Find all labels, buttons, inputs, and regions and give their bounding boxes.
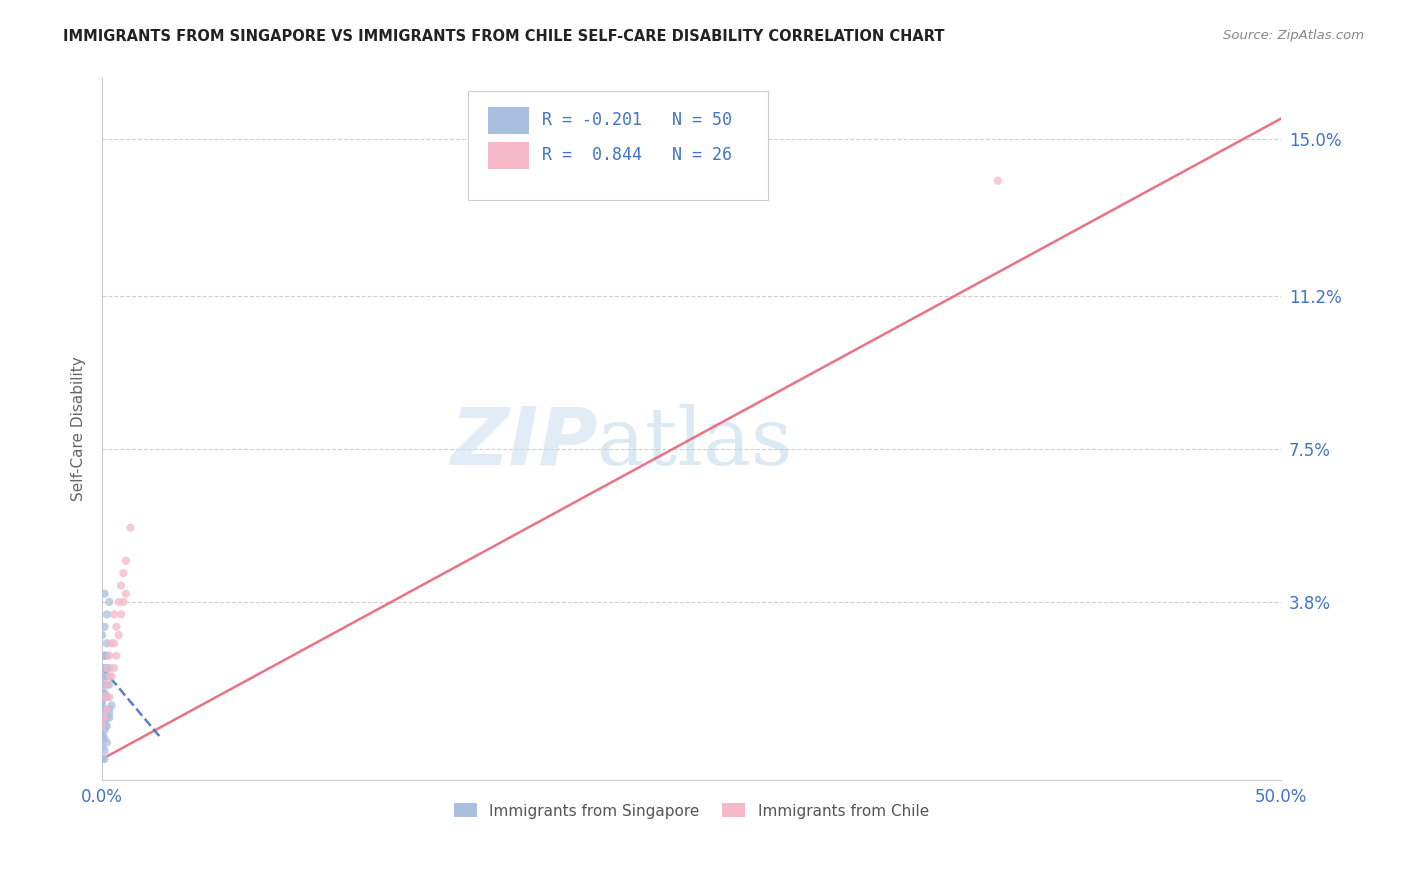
- Point: [105, 620, 128, 634]
- Point: [91, 711, 114, 725]
- Point: [114, 554, 136, 568]
- Point: [100, 669, 122, 683]
- Point: [96, 669, 118, 683]
- Point: [96, 661, 118, 675]
- Point: [93, 731, 115, 746]
- Point: [107, 595, 129, 609]
- Point: [96, 719, 118, 733]
- Point: [103, 607, 125, 622]
- Point: [93, 714, 115, 729]
- Point: [91, 661, 114, 675]
- Point: [107, 628, 129, 642]
- Point: [96, 661, 118, 675]
- Point: [96, 607, 118, 622]
- Point: [91, 719, 114, 733]
- Point: [98, 702, 121, 716]
- Point: [91, 690, 114, 704]
- Point: [112, 595, 135, 609]
- Point: [91, 694, 114, 708]
- FancyBboxPatch shape: [468, 92, 768, 201]
- Point: [103, 661, 125, 675]
- Point: [110, 578, 132, 592]
- Point: [98, 690, 121, 704]
- Point: [91, 727, 114, 741]
- Point: [91, 739, 114, 754]
- Point: [100, 636, 122, 650]
- Point: [93, 677, 115, 691]
- Point: [987, 174, 1010, 188]
- Point: [98, 669, 121, 683]
- Point: [100, 698, 122, 713]
- Point: [120, 521, 142, 535]
- Point: [91, 752, 114, 766]
- Point: [91, 719, 114, 733]
- Y-axis label: Self-Care Disability: Self-Care Disability: [72, 356, 86, 501]
- Point: [98, 648, 121, 663]
- Point: [93, 620, 115, 634]
- Point: [96, 648, 118, 663]
- Text: ZIP: ZIP: [450, 403, 598, 482]
- Point: [105, 648, 128, 663]
- Point: [96, 702, 118, 716]
- Point: [93, 702, 115, 716]
- Point: [91, 669, 114, 683]
- Point: [93, 587, 115, 601]
- Legend: Immigrants from Singapore, Immigrants from Chile: Immigrants from Singapore, Immigrants fr…: [449, 797, 935, 824]
- Point: [96, 677, 118, 691]
- Point: [91, 677, 114, 691]
- Point: [93, 690, 115, 704]
- Point: [93, 723, 115, 737]
- Text: R = -0.201   N = 50: R = -0.201 N = 50: [541, 111, 731, 128]
- Point: [91, 702, 114, 716]
- Point: [91, 686, 114, 700]
- Point: [103, 636, 125, 650]
- FancyBboxPatch shape: [488, 107, 529, 134]
- Point: [114, 587, 136, 601]
- Point: [98, 595, 121, 609]
- Point: [93, 690, 115, 704]
- Point: [93, 686, 115, 700]
- Point: [91, 752, 114, 766]
- Point: [98, 711, 121, 725]
- Point: [112, 566, 135, 580]
- Text: Source: ZipAtlas.com: Source: ZipAtlas.com: [1223, 29, 1364, 42]
- Point: [110, 607, 132, 622]
- Point: [98, 661, 121, 675]
- Point: [98, 706, 121, 721]
- Point: [96, 735, 118, 749]
- Point: [93, 669, 115, 683]
- Point: [91, 731, 114, 746]
- Point: [98, 677, 121, 691]
- Point: [93, 648, 115, 663]
- Point: [93, 752, 115, 766]
- Point: [93, 648, 115, 663]
- Point: [93, 744, 115, 758]
- Text: atlas: atlas: [598, 403, 793, 482]
- FancyBboxPatch shape: [488, 142, 529, 169]
- Point: [93, 719, 115, 733]
- Text: IMMIGRANTS FROM SINGAPORE VS IMMIGRANTS FROM CHILE SELF-CARE DISABILITY CORRELAT: IMMIGRANTS FROM SINGAPORE VS IMMIGRANTS …: [63, 29, 945, 44]
- Point: [93, 711, 115, 725]
- Point: [91, 628, 114, 642]
- Point: [96, 636, 118, 650]
- Point: [93, 661, 115, 675]
- Point: [96, 690, 118, 704]
- Point: [91, 698, 114, 713]
- Point: [96, 677, 118, 691]
- Point: [96, 711, 118, 725]
- Text: R =  0.844   N = 26: R = 0.844 N = 26: [541, 145, 731, 163]
- Point: [93, 711, 115, 725]
